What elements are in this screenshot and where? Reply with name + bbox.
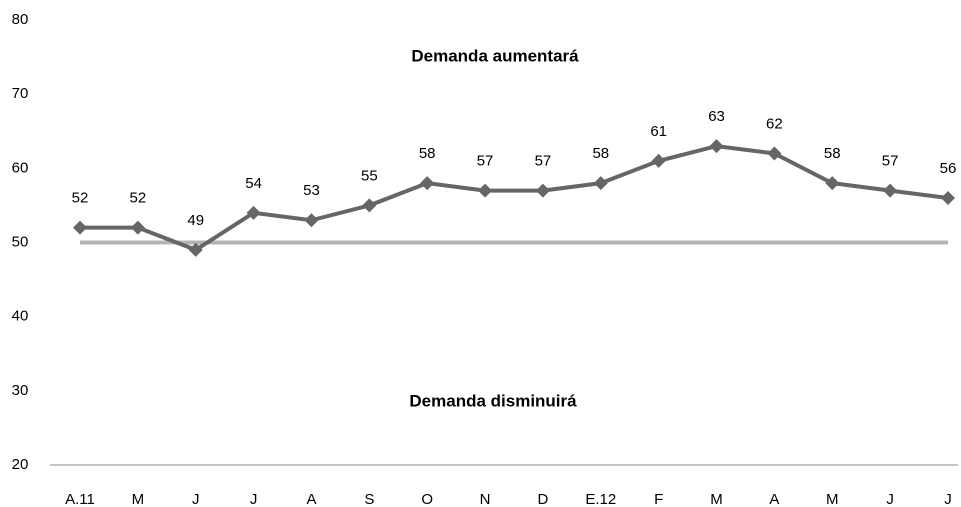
- marker: [825, 176, 840, 191]
- y-tick-label: 30: [12, 382, 29, 399]
- x-tick-label: N: [480, 491, 491, 507]
- data-label: 58: [824, 145, 841, 162]
- x-tick-label: M: [132, 491, 145, 507]
- data-label: 61: [650, 123, 667, 140]
- y-tick-label: 60: [12, 159, 29, 176]
- x-tick-label: J: [886, 491, 894, 507]
- x-tick-label: J: [944, 491, 952, 507]
- marker: [651, 153, 666, 168]
- data-label: 63: [708, 108, 725, 125]
- data-label: 53: [303, 182, 320, 199]
- data-label: 57: [882, 153, 899, 170]
- y-tick-label: 70: [12, 85, 29, 102]
- marker: [130, 220, 145, 235]
- data-label: 57: [477, 153, 494, 170]
- data-label: 62: [766, 115, 783, 132]
- y-tick-label: 40: [12, 308, 29, 325]
- marker: [420, 176, 435, 191]
- x-tick-label: A: [769, 491, 779, 507]
- marker: [188, 242, 203, 257]
- marker: [478, 183, 493, 198]
- x-tick-label: J: [192, 491, 200, 507]
- data-label: 58: [592, 145, 609, 162]
- marker: [362, 198, 377, 213]
- marker: [709, 139, 724, 154]
- x-tick-label: M: [826, 491, 839, 507]
- y-tick-label: 20: [12, 456, 29, 473]
- line: [80, 144, 949, 252]
- marker: [304, 213, 319, 228]
- data-label: 57: [535, 153, 552, 170]
- y-tick-label: 50: [12, 233, 29, 250]
- data-label: 52: [130, 190, 147, 207]
- x-tick-label: M: [710, 491, 723, 507]
- x-tick-label: F: [654, 491, 663, 507]
- x-tick-label: A: [306, 491, 316, 507]
- x-tick-label: A.11: [65, 491, 95, 507]
- marker: [941, 191, 955, 205]
- marker: [767, 146, 782, 161]
- x-tick-label: E.12: [585, 491, 616, 507]
- data-label: 56: [940, 160, 957, 177]
- marker: [883, 183, 898, 198]
- data-label: 55: [361, 167, 378, 184]
- marker: [73, 220, 87, 235]
- annotation: Demanda disminuirá: [409, 391, 577, 410]
- data-label: 58: [419, 145, 436, 162]
- data-label: 54: [245, 175, 262, 192]
- y-tick-label: 80: [12, 11, 29, 28]
- x-tick-label: S: [364, 491, 374, 507]
- x-tick-label: D: [538, 491, 549, 507]
- annotation: Demanda aumentará: [411, 46, 579, 65]
- x-tick-label: J: [250, 491, 258, 507]
- marker: [593, 176, 608, 191]
- x-tick-label: O: [421, 491, 433, 507]
- marker: [535, 183, 550, 198]
- marker: [246, 205, 261, 220]
- data-label: 49: [187, 212, 204, 229]
- data-label: 52: [72, 190, 89, 207]
